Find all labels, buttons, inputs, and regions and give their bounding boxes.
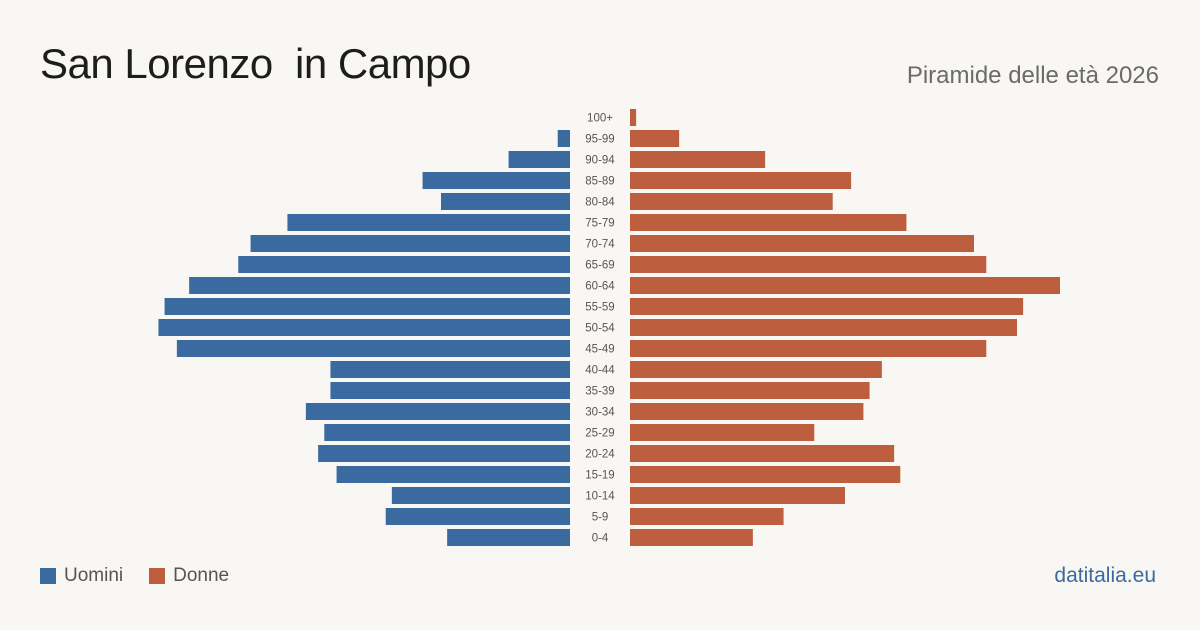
legend-swatch-male	[40, 568, 56, 584]
bar-female-85-89	[630, 172, 852, 189]
bar-male-65-69	[238, 256, 571, 273]
age-label-45-49: 45-49	[585, 344, 614, 356]
age-label-90-94: 90-94	[585, 155, 615, 167]
bar-male-75-79	[287, 214, 570, 231]
bar-male-95-99	[557, 130, 570, 147]
bar-female-60-64	[630, 277, 1060, 294]
bar-male-5-9	[385, 508, 570, 525]
bar-female-0-4	[630, 529, 753, 546]
bar-female-5-9	[630, 508, 784, 525]
bar-female-75-79	[630, 214, 907, 231]
bar-male-30-34	[305, 403, 570, 420]
age-label-80-84: 80-84	[585, 197, 615, 209]
age-label-40-44: 40-44	[585, 365, 615, 377]
age-label-5-9: 5-9	[592, 512, 609, 524]
bar-male-35-39	[330, 382, 570, 399]
age-label-20-24: 20-24	[585, 449, 615, 461]
bar-male-15-19	[336, 466, 570, 483]
legend-item-female: Donne	[149, 565, 229, 587]
bar-male-0-4	[447, 529, 570, 546]
age-label-70-74: 70-74	[585, 239, 615, 251]
legend-item-male: Uomini	[40, 565, 123, 587]
bar-female-25-29	[630, 424, 815, 441]
age-label-0-4: 0-4	[592, 533, 609, 545]
chart-subtitle: Piramide delle età 2026	[906, 62, 1159, 89]
bar-female-95-99	[630, 130, 680, 147]
age-label-15-19: 15-19	[585, 470, 614, 482]
legend-swatch-female	[149, 568, 166, 584]
bar-female-20-24	[630, 445, 895, 462]
bar-female-65-69	[630, 256, 987, 273]
age-label-85-89: 85-89	[585, 176, 614, 188]
bar-female-15-19	[630, 466, 901, 483]
bar-female-10-14	[630, 487, 845, 504]
age-label-10-14: 10-14	[585, 491, 615, 503]
bar-female-35-39	[630, 382, 870, 399]
age-label-55-59: 55-59	[585, 302, 614, 314]
bar-male-50-54	[158, 319, 570, 336]
bar-male-20-24	[318, 445, 570, 462]
bar-male-80-84	[441, 193, 570, 210]
legend-label-female: Donne	[173, 565, 230, 586]
age-label-25-29: 25-29	[585, 428, 614, 440]
bar-male-90-94	[508, 151, 570, 168]
bar-female-80-84	[630, 193, 833, 210]
bar-male-85-89	[422, 172, 570, 189]
age-label-95-99: 95-99	[585, 134, 614, 146]
bar-female-100+	[630, 109, 637, 126]
age-label-100+: 100+	[587, 113, 613, 125]
legend-label-male: Uomini	[64, 565, 124, 586]
legend: Uomini Donne	[40, 565, 255, 587]
bar-female-50-54	[630, 319, 1017, 336]
bar-female-70-74	[630, 235, 974, 252]
age-label-50-54: 50-54	[585, 323, 615, 335]
bar-male-10-14	[391, 487, 570, 504]
bar-male-45-49	[176, 340, 570, 357]
bar-male-55-59	[164, 298, 571, 315]
bar-female-45-49	[630, 340, 987, 357]
bar-female-40-44	[630, 361, 882, 378]
chart-title: San Lorenzo in Campo	[40, 40, 471, 87]
age-label-75-79: 75-79	[585, 218, 614, 230]
bar-male-70-74	[250, 235, 571, 252]
bar-male-40-44	[330, 361, 570, 378]
bar-female-30-34	[630, 403, 864, 420]
age-label-60-64: 60-64	[585, 281, 615, 293]
bar-female-90-94	[630, 151, 766, 168]
bar-male-60-64	[189, 277, 570, 294]
bar-female-55-59	[630, 298, 1024, 315]
bar-male-25-29	[324, 424, 570, 441]
source-link[interactable]: datitalia.eu	[1054, 564, 1156, 587]
age-label-65-69: 65-69	[585, 260, 614, 272]
age-label-30-34: 30-34	[585, 407, 615, 419]
age-label-35-39: 35-39	[585, 386, 614, 398]
